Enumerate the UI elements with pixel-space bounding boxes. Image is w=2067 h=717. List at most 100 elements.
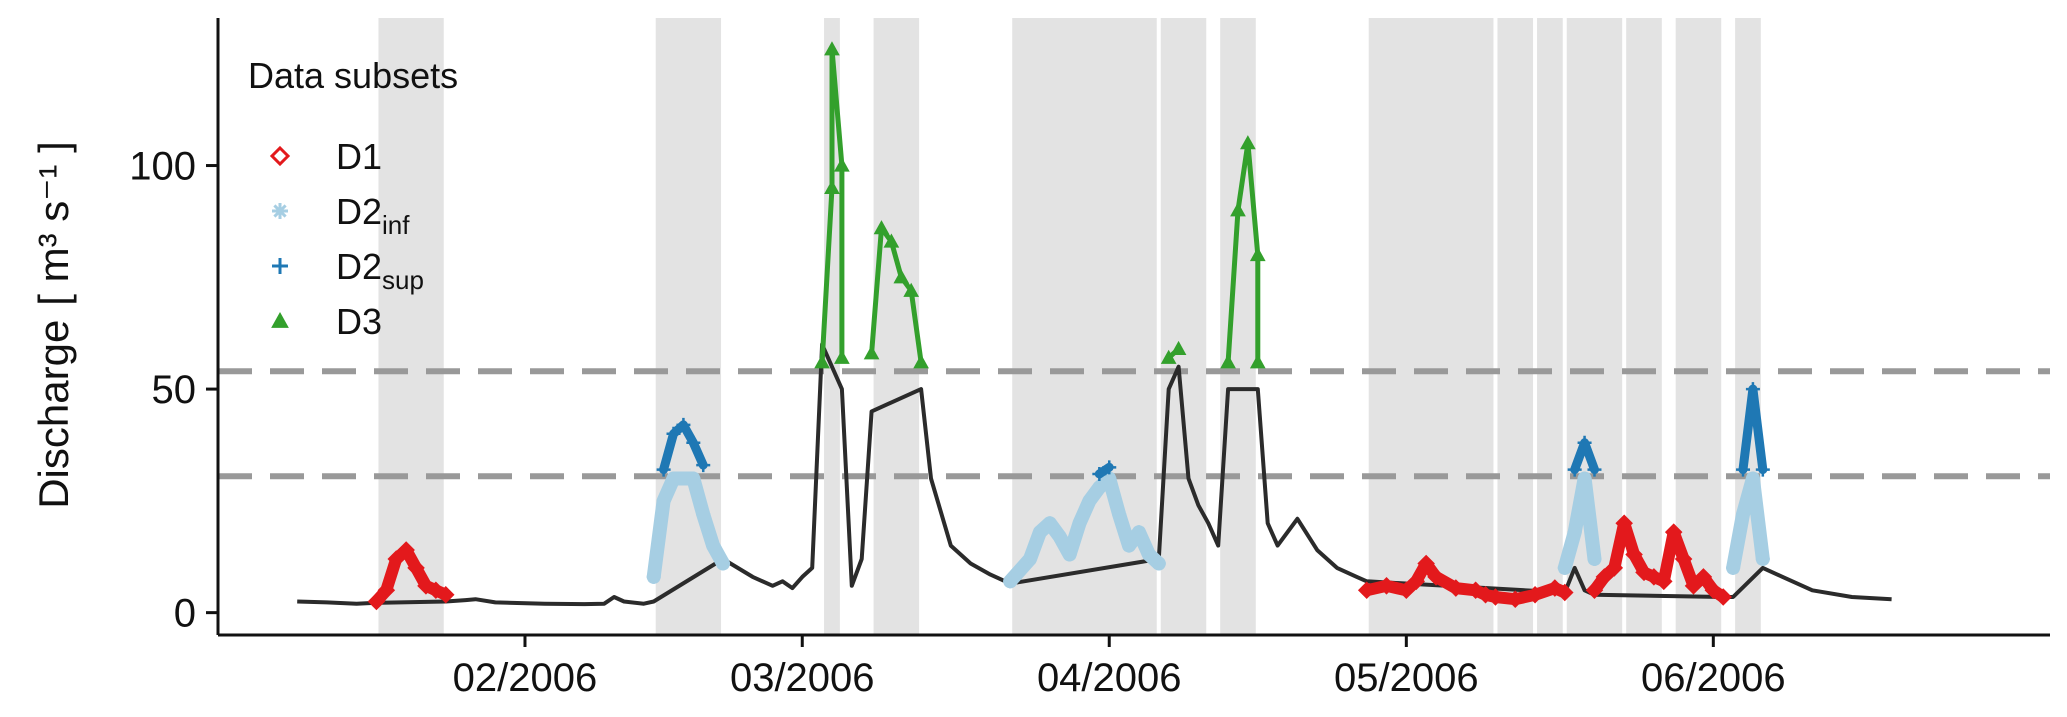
data-point-D1-5 — [417, 577, 435, 595]
data-point-D2inf-18 — [1122, 538, 1137, 553]
data-point-D2inf-21 — [1151, 556, 1166, 571]
y-axis-unit: [ m³ s⁻¹ ] — [30, 141, 77, 305]
data-point-D2inf-7 — [1003, 574, 1018, 589]
data-point-D2inf-15 — [1092, 480, 1107, 495]
data-point-D1-31 — [1674, 550, 1693, 568]
legend-label-main-D1: D1 — [336, 136, 382, 177]
data-point-D2sup-9 — [1587, 462, 1602, 477]
series-D1 — [367, 514, 1732, 611]
data-point-D1-6 — [427, 581, 445, 600]
data-point-D1-17 — [1486, 588, 1505, 606]
legend-label-subscript-D2sup: sup — [382, 265, 424, 295]
data-point-D2inf-19 — [1131, 525, 1146, 540]
data-point-D2sup-11 — [1745, 382, 1760, 397]
data-point-D3-16 — [1249, 246, 1266, 262]
data-point-D2sup-6 — [1102, 460, 1117, 475]
legend-label-subscript-D2inf: inf — [382, 210, 410, 240]
data-point-D1-27 — [1635, 563, 1653, 582]
data-point-D2inf-5 — [706, 538, 721, 553]
data-point-D2inf-26 — [1726, 560, 1741, 575]
data-point-D3-13 — [1220, 354, 1236, 369]
legend-marker-D2inf — [272, 203, 288, 219]
data-point-D1-34 — [1704, 581, 1723, 600]
data-point-D1-35 — [1714, 588, 1732, 606]
x-tick-label-4: 06/2006 — [1641, 656, 1786, 700]
series-band-D1-1 — [1360, 557, 1571, 606]
legend-label-main-D2inf: D2 — [336, 191, 382, 232]
data-point-D2sup-5 — [1092, 467, 1107, 482]
data-point-D2inf-2 — [666, 471, 681, 486]
data-point-D2inf-9 — [1032, 525, 1047, 540]
data-point-D2inf-4 — [696, 507, 711, 522]
data-point-D3-5 — [863, 345, 880, 360]
data-point-D2inf-12 — [1062, 547, 1077, 562]
series-band-D3-1 — [869, 225, 924, 365]
legend-label-D2sup: D2sup — [336, 246, 424, 295]
x-tick-label-3: 05/2006 — [1334, 656, 1479, 700]
data-point-D1-25 — [1615, 514, 1633, 532]
data-point-D2inf-0 — [646, 569, 661, 584]
data-point-D1-22 — [1585, 581, 1604, 600]
data-point-D3-17 — [1249, 354, 1266, 369]
data-point-D1-14 — [1447, 579, 1465, 597]
data-point-D1-15 — [1466, 581, 1485, 600]
data-point-D2sup-0 — [656, 462, 671, 477]
data-point-D3-4 — [834, 349, 850, 364]
y-tick-label-0: 0 — [174, 592, 196, 636]
legend-label-main-D2sup: D2 — [336, 246, 382, 287]
data-point-D1-29 — [1655, 572, 1673, 591]
data-point-D3-10 — [913, 354, 929, 369]
axes — [216, 18, 2050, 637]
data-point-D2sup-4 — [696, 458, 711, 473]
legend-label-D3: D3 — [336, 301, 382, 342]
data-point-D2inf-6 — [716, 556, 731, 571]
data-point-D1-18 — [1506, 590, 1525, 608]
data-point-D1-4 — [407, 559, 425, 577]
data-point-D1-28 — [1645, 568, 1663, 586]
shaded-period-5 — [1160, 18, 1207, 635]
data-point-D2inf-16 — [1102, 471, 1117, 486]
shaded-period-7 — [1368, 18, 1494, 635]
data-point-D1-26 — [1625, 545, 1643, 564]
x-tick-label-2: 04/2006 — [1037, 656, 1182, 700]
shaded-period-2 — [824, 18, 840, 635]
shaded-period-6 — [1220, 18, 1256, 635]
shaded-period-8 — [1497, 18, 1534, 635]
series-D3 — [814, 41, 1266, 369]
data-point-D1-24 — [1605, 559, 1624, 577]
data-series — [297, 41, 1892, 611]
data-point-D1-16 — [1476, 585, 1495, 604]
data-point-D3-0 — [814, 354, 830, 369]
data-point-D2inf-28 — [1745, 471, 1760, 486]
y-ticks: 0 50 100 — [129, 145, 218, 636]
x-tick-label-0: 02/2006 — [453, 656, 598, 700]
data-point-D1-7 — [436, 585, 455, 604]
data-point-D3-7 — [883, 233, 900, 248]
data-point-D2sup-12 — [1755, 462, 1770, 477]
shaded-period-9 — [1537, 18, 1563, 635]
data-point-D2inf-3 — [686, 471, 701, 486]
data-point-D2inf-27 — [1736, 507, 1751, 522]
data-point-D1-10 — [1397, 581, 1416, 600]
data-point-D3-14 — [1230, 202, 1246, 217]
data-point-D2sup-3 — [686, 435, 701, 450]
data-point-D2inf-13 — [1072, 516, 1087, 531]
data-point-D1-20 — [1546, 579, 1564, 597]
data-point-D1-32 — [1684, 577, 1703, 595]
legend-marker-D1 — [269, 145, 291, 167]
data-point-D3-12 — [1170, 340, 1187, 355]
legend-marker-D3 — [271, 311, 289, 328]
data-point-D2inf-29 — [1755, 551, 1770, 566]
data-point-D2inf-20 — [1141, 547, 1156, 562]
data-point-D3-11 — [1160, 349, 1177, 364]
y-axis-label: Discharge — [30, 320, 77, 509]
shaded-period-0 — [378, 18, 444, 635]
series-band-D2inf-3 — [1726, 471, 1770, 575]
series-D2inf — [646, 471, 1770, 589]
data-point-D1-19 — [1526, 585, 1544, 604]
y-axis-title: Discharge [ m³ s⁻¹ ] — [30, 141, 77, 509]
data-point-D2inf-24 — [1577, 471, 1592, 486]
data-point-D2inf-1 — [656, 493, 671, 508]
shaded-period-12 — [1675, 18, 1722, 635]
